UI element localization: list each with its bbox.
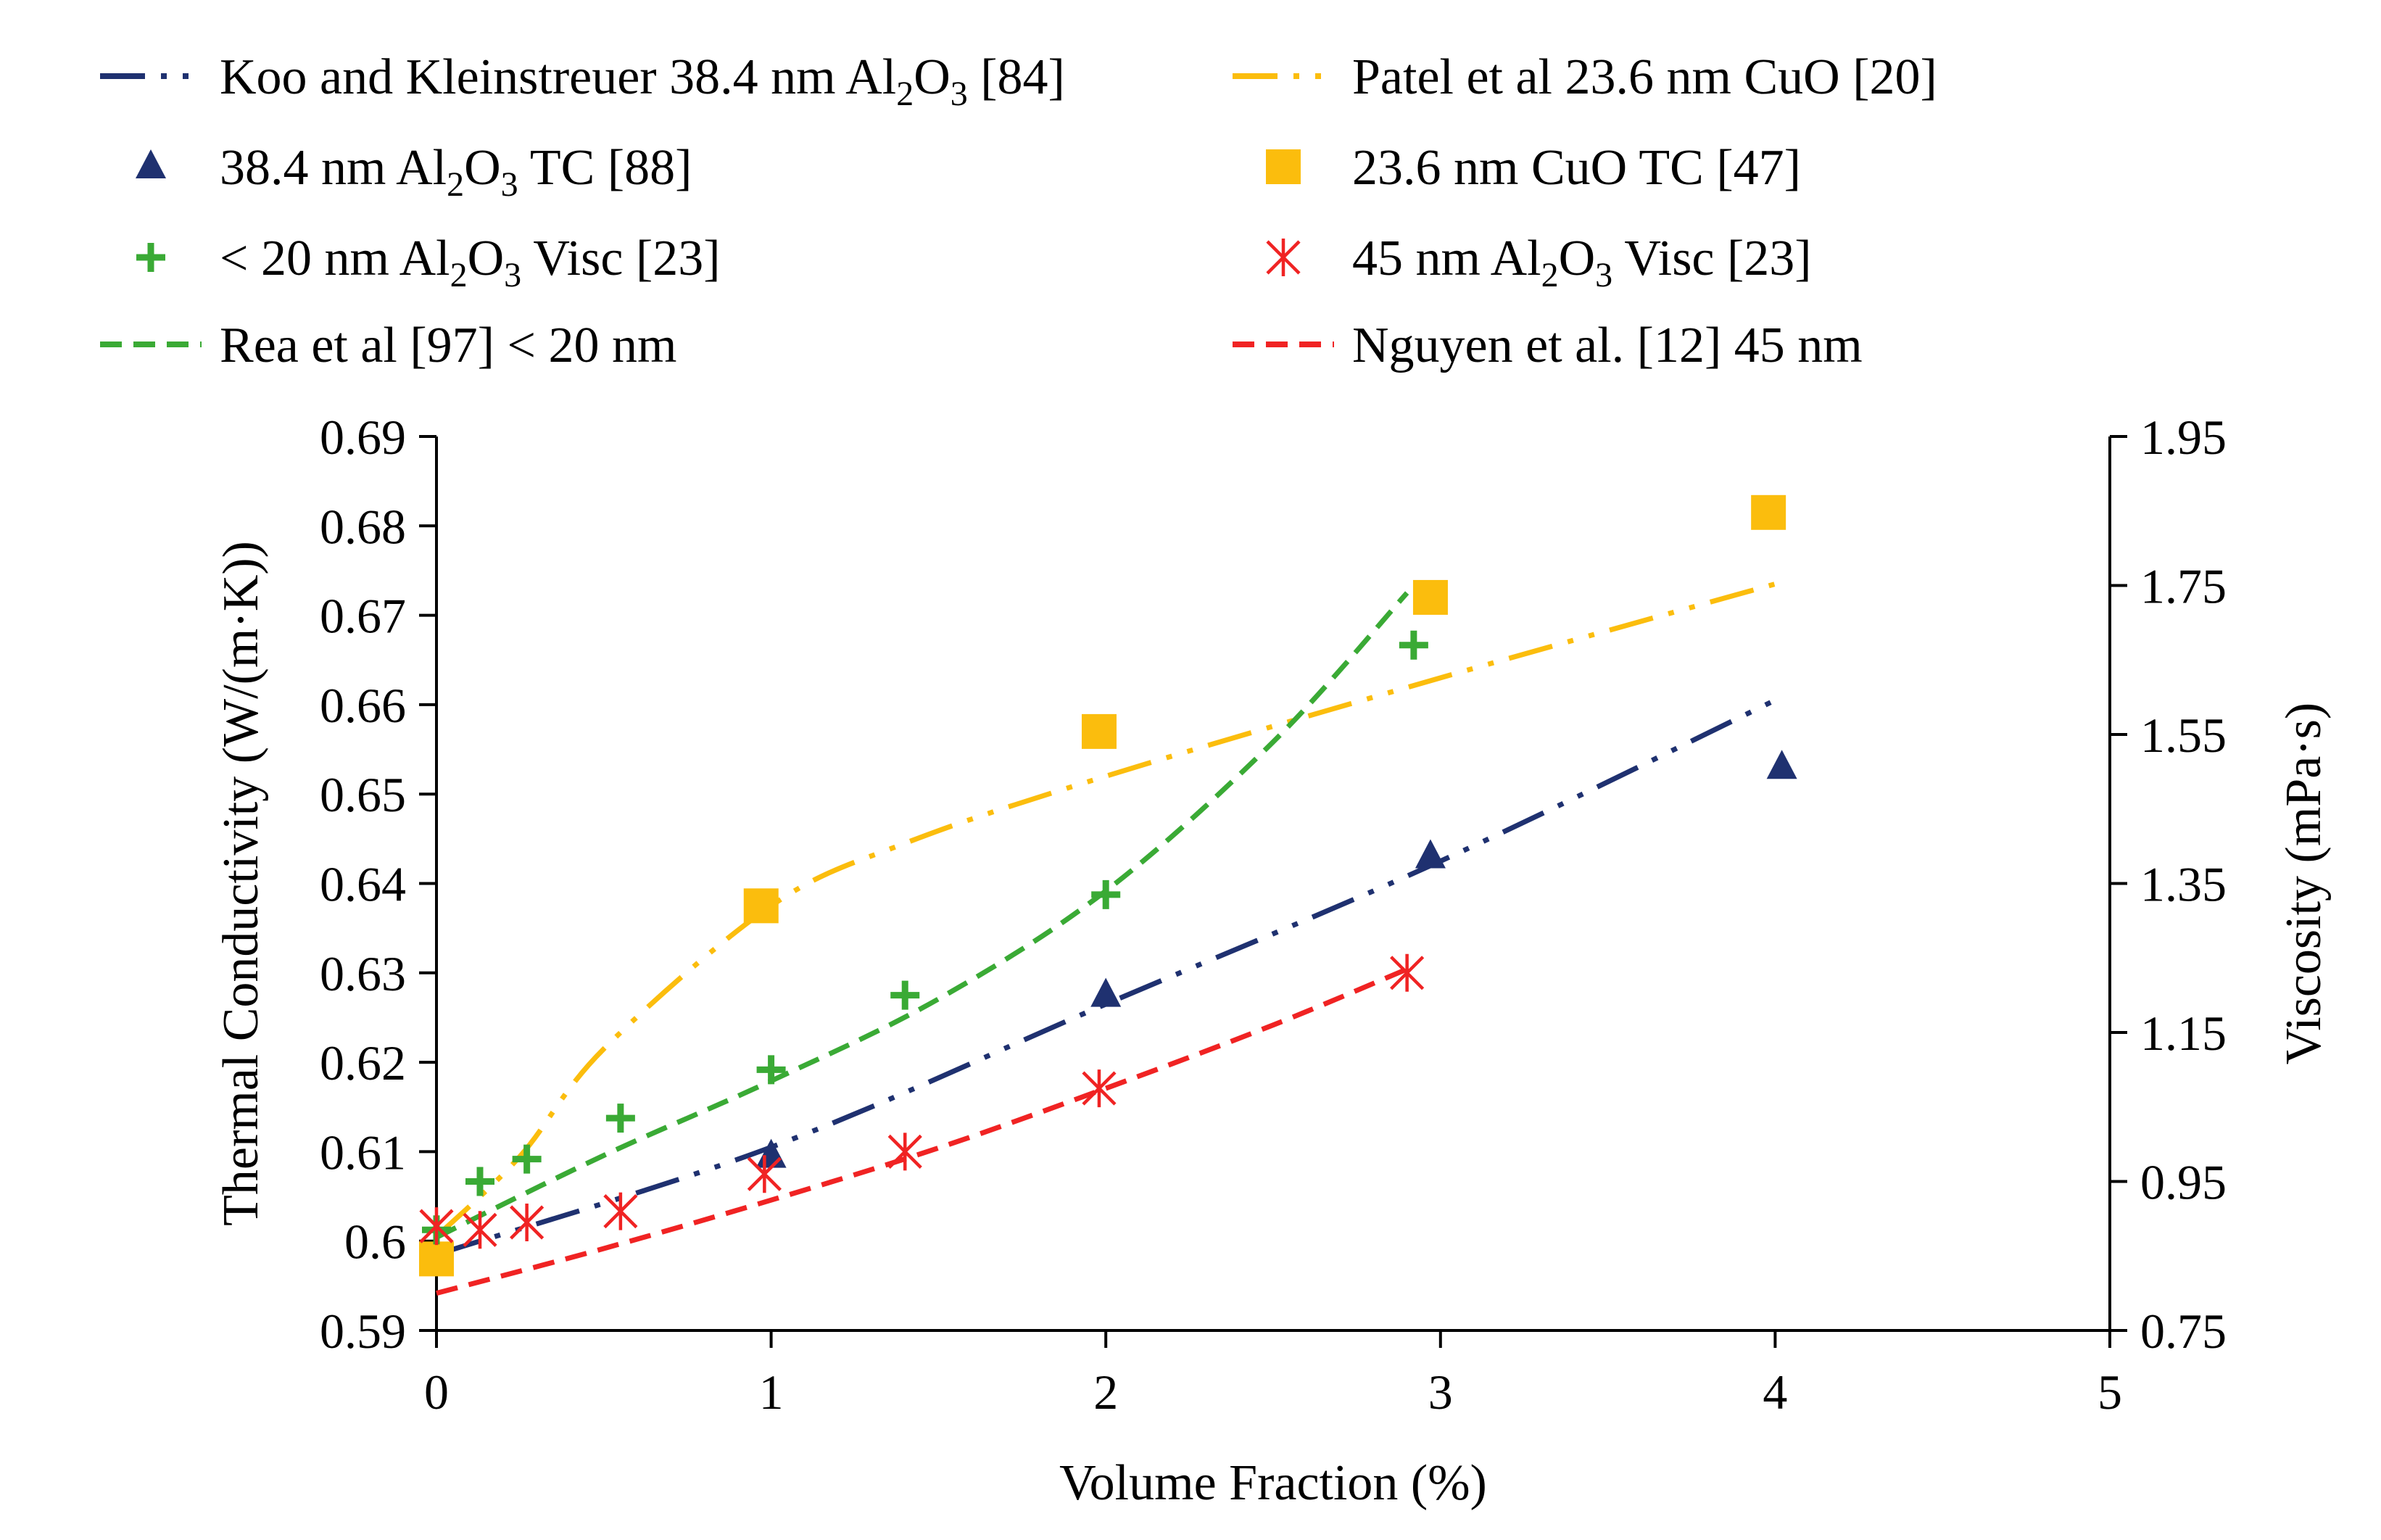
data-point-45-nm-al2o3-visc-23 — [1082, 1069, 1117, 1108]
y-tick-label: 0.59 — [320, 1304, 406, 1359]
data-point-23-6-nm-cuo-tc-47 — [1751, 494, 1786, 530]
legend-swatch — [1266, 239, 1301, 276]
y2-tick-label: 1.75 — [2140, 559, 2227, 614]
legend-label: 23.6 nm CuO TC [47] — [1352, 140, 1801, 196]
data-point-20-nm-al2o3-visc-23 — [1091, 879, 1121, 909]
data-point-45-nm-al2o3-visc-23 — [463, 1211, 497, 1249]
legend-label: Koo and Kleinstreuer 38.4 nm Al2O3 [84] — [220, 49, 1065, 113]
legend-swatch — [136, 243, 165, 272]
legend-item-patel-et-al-23-6-nm-cuo-20: Patel et al 23.6 nm CuO [20] — [1233, 49, 1937, 105]
y-axis-right-title: Viscosity (mPa·s) — [2276, 703, 2332, 1064]
legend: Koo and Kleinstreuer 38.4 nm Al2O3 [84] P… — [100, 49, 1937, 373]
y-tick-label: 0.68 — [320, 499, 406, 554]
data-point-23-6-nm-cuo-tc-47 — [743, 888, 779, 924]
legend-label: 38.4 nm Al2O3 TC [88] — [220, 140, 692, 204]
x-tick-label: 2 — [1093, 1365, 1118, 1420]
data-point-20-nm-al2o3-visc-23 — [756, 1055, 786, 1085]
legend-label: Nguyen et al. [12] 45 nm — [1352, 318, 1863, 373]
y2-tick-label: 1.95 — [2140, 410, 2227, 465]
x-tick-label: 1 — [759, 1365, 784, 1420]
data-point-38-4-nm-al2o3-tc-88 — [1766, 750, 1797, 779]
legend-item-koo-and-kleinstreuer-38-4-nm-al2o3-84: Koo and Kleinstreuer 38.4 nm Al2O3 [84] — [100, 49, 1065, 113]
series-line-koo-and-kleinstreuer-38-4-nm-al2o3-84 — [435, 697, 1776, 1257]
data-point-20-nm-al2o3-visc-23 — [1399, 630, 1428, 660]
axes: 0 1 2 3 4 5 0.69 0.68 0.67 0.66 0.65 0.64 0.63 0.62 0.… — [213, 410, 2332, 1511]
y-tick-label: 0.61 — [320, 1125, 406, 1180]
series-line-patel-et-al-23-6-nm-cuo-20 — [434, 581, 1776, 1239]
y-tick-label: 0.67 — [320, 589, 406, 644]
legend-label: Rea et al [97] < 20 nm — [220, 318, 676, 373]
legend-item-nguyen-et-al-12-45-nm: Nguyen et al. [12] 45 nm — [1233, 318, 1863, 373]
x-tick-label: 5 — [2098, 1365, 2122, 1420]
data-point-20-nm-al2o3-visc-23 — [512, 1144, 542, 1174]
data-point-23-6-nm-cuo-tc-47 — [1412, 579, 1448, 615]
x-tick-label: 0 — [424, 1365, 449, 1420]
data-point-23-6-nm-cuo-tc-47 — [419, 1241, 454, 1277]
data-point-45-nm-al2o3-visc-23 — [887, 1133, 922, 1171]
y-tick-label: 0.6 — [344, 1214, 406, 1270]
legend-swatch — [136, 149, 166, 178]
y2-tick-label: 0.95 — [2140, 1155, 2227, 1210]
y-tick-label: 0.69 — [320, 410, 406, 465]
data-point-45-nm-al2o3-visc-23 — [510, 1204, 544, 1242]
data-point-20-nm-al2o3-visc-23 — [890, 980, 920, 1010]
legend-item-45-nm-al2o3-visc-23: 45 nm Al2O3 Visc [23] — [1266, 231, 1812, 294]
legend-label: 45 nm Al2O3 Visc [23] — [1352, 231, 1812, 294]
legend-label: < 20 nm Al2O3 Visc [23] — [220, 231, 721, 294]
data-point-45-nm-al2o3-visc-23 — [1390, 953, 1425, 992]
legend-item-23-6-nm-cuo-tc-47: 23.6 nm CuO TC [47] — [1266, 140, 1801, 196]
y-tick-label: 0.64 — [320, 857, 406, 912]
data-point-20-nm-al2o3-visc-23 — [465, 1167, 495, 1196]
y-tick-label: 0.66 — [320, 678, 406, 733]
data-point-45-nm-al2o3-visc-23 — [419, 1207, 454, 1246]
tick-labels: 0 1 2 3 4 5 0.69 0.68 0.67 0.66 0.65 0.64 0.63 0.62 0.… — [320, 410, 2227, 1420]
data-point-23-6-nm-cuo-tc-47 — [1081, 713, 1117, 749]
series-line-rea-et-al-97-20-nm — [435, 591, 1409, 1240]
y2-tick-label: 1.15 — [2140, 1006, 2227, 1061]
data-point-38-4-nm-al2o3-tc-88 — [1090, 977, 1122, 1007]
legend-swatch — [1266, 149, 1301, 184]
data-point-38-4-nm-al2o3-tc-88 — [1415, 839, 1446, 869]
y-axis-left-title: Thermal Conductivity (W/(m·K)) — [213, 541, 269, 1226]
legend-item-rea-et-al-97-20-nm: Rea et al [97] < 20 nm — [100, 318, 676, 373]
tick-marks — [419, 435, 2127, 1348]
x-axis-title: Volume Fraction (%) — [1059, 1455, 1487, 1511]
legend-item-38-4-nm-al2o3-tc-88: 38.4 nm Al2O3 TC [88] — [136, 140, 692, 204]
legend-label: Patel et al 23.6 nm CuO [20] — [1352, 49, 1937, 105]
y2-tick-label: 0.75 — [2140, 1304, 2227, 1359]
data-point-20-nm-al2o3-visc-23 — [605, 1104, 635, 1133]
y2-tick-label: 1.35 — [2140, 857, 2227, 912]
legend-item-20-nm-al2o3-visc-23: < 20 nm Al2O3 Visc [23] — [136, 231, 721, 294]
x-tick-label: 3 — [1428, 1365, 1453, 1420]
x-tick-label: 4 — [1763, 1365, 1787, 1420]
plot-area — [419, 494, 1797, 1296]
data-point-45-nm-al2o3-visc-23 — [603, 1192, 638, 1230]
y-tick-label: 0.63 — [320, 946, 406, 1001]
data-point-45-nm-al2o3-visc-23 — [747, 1155, 782, 1193]
series-line-nguyen-et-al-12-45-nm — [436, 966, 1408, 1296]
y-tick-label: 0.62 — [320, 1035, 406, 1090]
y2-tick-label: 1.55 — [2140, 708, 2227, 763]
y-tick-label: 0.65 — [320, 767, 406, 822]
